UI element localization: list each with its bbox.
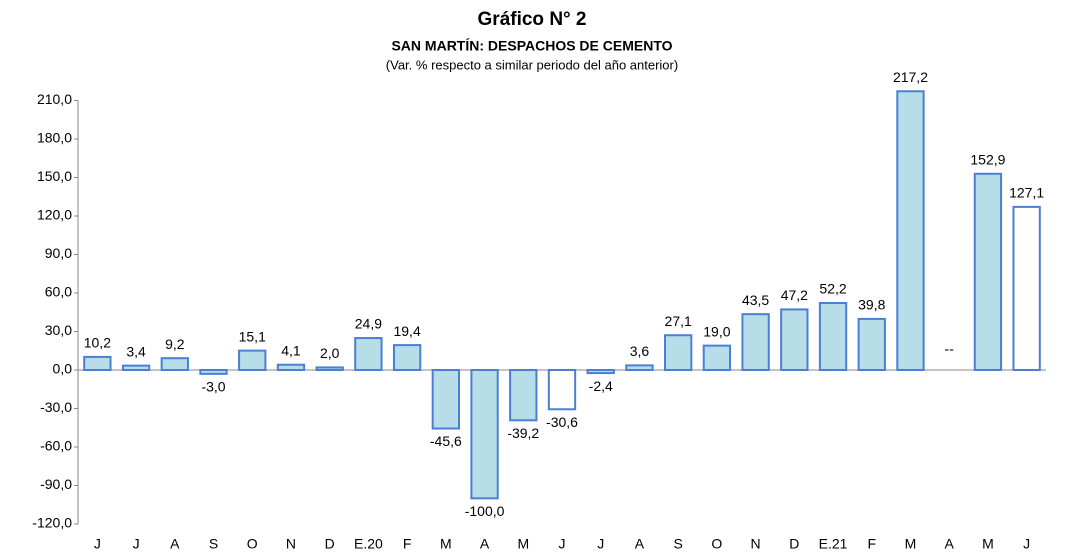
value-label: -- — [945, 341, 955, 357]
x-tick-label: J — [559, 536, 566, 552]
value-label: 10,2 — [84, 335, 111, 351]
x-tick-label: A — [945, 536, 955, 552]
bar — [354, 337, 383, 372]
x-tick-label: N — [751, 536, 761, 552]
x-tick-label: E.21 — [819, 536, 848, 552]
bar — [586, 369, 615, 375]
x-tick-label: A — [635, 536, 645, 552]
value-label: 127,1 — [1009, 185, 1044, 201]
y-tick-label: 60,0 — [45, 284, 72, 300]
bar — [83, 355, 112, 372]
x-tick-label: J — [94, 536, 101, 552]
y-tick-label: -90,0 — [40, 476, 72, 492]
value-label: 3,6 — [630, 343, 650, 359]
value-label: 24,9 — [355, 316, 382, 332]
bar — [121, 364, 151, 371]
x-tick-label: M — [517, 536, 529, 552]
x-tick-label: M — [905, 536, 917, 552]
value-label: 47,2 — [781, 287, 808, 303]
bar — [896, 90, 925, 371]
y-tick-label: 120,0 — [37, 207, 72, 223]
x-tick-label: O — [247, 536, 258, 552]
y-tick-label: -120,0 — [32, 515, 72, 531]
y-tick-label: 0,0 — [53, 361, 73, 377]
bar — [160, 357, 189, 371]
x-tick-label: S — [673, 536, 682, 552]
bar — [663, 334, 693, 372]
chart-title: Gráfico N° 2 — [478, 9, 587, 30]
bar — [470, 369, 499, 500]
bar — [199, 369, 228, 375]
bar — [392, 344, 422, 371]
bar — [315, 366, 344, 371]
y-tick-label: 90,0 — [45, 245, 72, 261]
value-label: -45,6 — [430, 433, 462, 449]
value-label: 19,4 — [393, 323, 420, 339]
value-label: -30,6 — [546, 414, 578, 430]
value-label: 27,1 — [665, 313, 692, 329]
value-label: 3,4 — [126, 343, 146, 359]
y-tick-label: 180,0 — [37, 130, 72, 146]
bar — [509, 369, 538, 422]
value-label: 15,1 — [239, 328, 266, 344]
value-label: 19,0 — [703, 323, 730, 339]
y-tick-label: 30,0 — [45, 322, 72, 338]
bar — [431, 369, 461, 430]
value-label: 2,0 — [320, 345, 340, 361]
x-tick-label: F — [867, 536, 876, 552]
value-label: 52,2 — [819, 281, 846, 297]
y-tick-label: 150,0 — [37, 168, 72, 184]
x-tick-label: J — [1023, 536, 1030, 552]
y-tick-label: -30,0 — [40, 399, 72, 415]
chart-note: (Var. % respecto a similar periodo del a… — [386, 57, 678, 72]
value-label: -3,0 — [201, 379, 225, 395]
value-label: -100,0 — [465, 503, 505, 519]
x-tick-label: A — [170, 536, 180, 552]
bar — [547, 369, 577, 411]
x-tick-label: O — [711, 536, 722, 552]
value-label: 9,2 — [165, 336, 185, 352]
x-tick-label: D — [325, 536, 335, 552]
value-label: 39,8 — [858, 297, 885, 313]
bar — [702, 344, 732, 372]
bar — [973, 172, 1003, 371]
bar — [857, 317, 886, 372]
value-label: 152,9 — [970, 151, 1005, 167]
value-label: 4,1 — [281, 342, 301, 358]
x-tick-label: N — [286, 536, 296, 552]
x-tick-label: E.20 — [354, 536, 383, 552]
bar — [818, 302, 848, 372]
x-tick-label: F — [403, 536, 412, 552]
bar — [741, 313, 770, 371]
x-tick-label: M — [982, 536, 994, 552]
value-label: -2,4 — [589, 378, 613, 394]
x-tick-label: M — [440, 536, 452, 552]
x-tick-label: D — [789, 536, 799, 552]
value-label: 217,2 — [893, 69, 928, 85]
bar — [625, 364, 654, 372]
bar — [276, 363, 306, 372]
value-label: -39,2 — [507, 425, 539, 441]
x-tick-label: J — [597, 536, 604, 552]
bar — [780, 308, 809, 371]
chart-subtitle: SAN MARTÍN: DESPACHOS DE CEMENTO — [391, 38, 672, 54]
x-tick-label: J — [133, 536, 140, 552]
y-tick-label: 210,0 — [37, 91, 72, 107]
x-tick-label: S — [209, 536, 218, 552]
bar — [1012, 205, 1041, 371]
value-label: 43,5 — [742, 292, 769, 308]
x-tick-label: A — [480, 536, 490, 552]
bar — [238, 349, 267, 372]
y-tick-label: -60,0 — [40, 438, 72, 454]
